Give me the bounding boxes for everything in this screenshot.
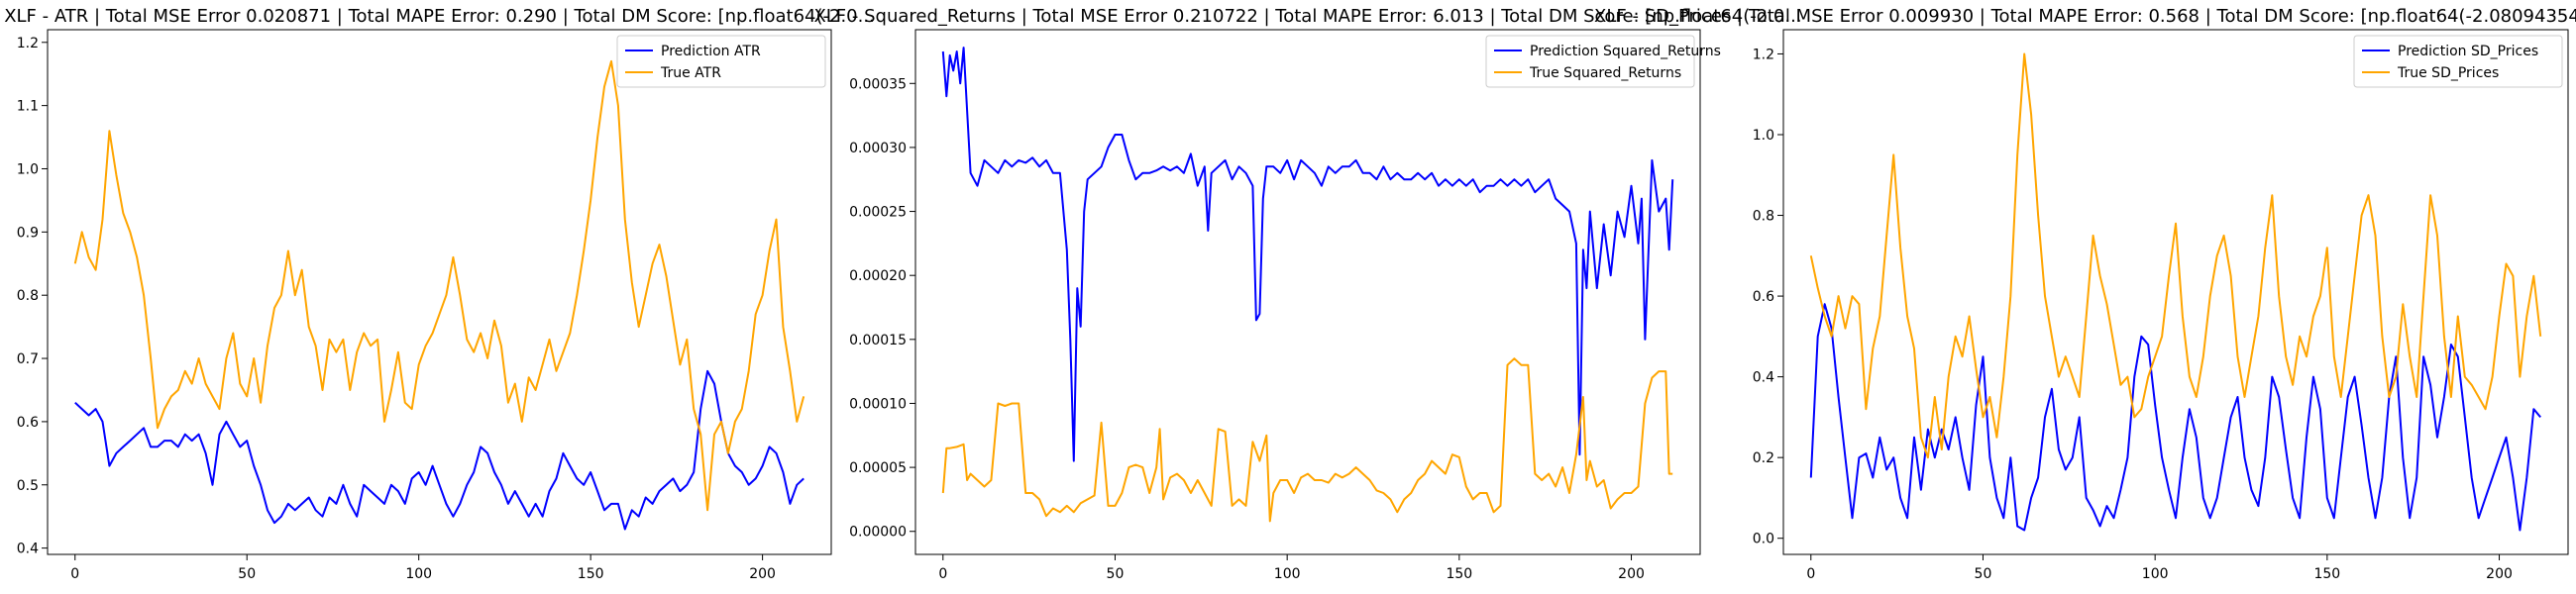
y-tick-label: 0.0 xyxy=(1753,532,1774,547)
axes-frame xyxy=(914,29,1701,555)
legend: Prediction SD_Prices True SD_Prices xyxy=(2353,35,2563,88)
y-tick-label: 1.0 xyxy=(1753,128,1774,144)
legend-label: True ATR xyxy=(660,65,721,81)
y-tick-label: 0.00030 xyxy=(849,141,907,156)
y-tick-label: 0.6 xyxy=(17,415,39,431)
legend-label: True SD_Prices xyxy=(2397,65,2499,81)
y-tick-label: 0.8 xyxy=(1753,209,1774,225)
x-tick-label: 200 xyxy=(2486,566,2513,582)
series-line-true xyxy=(1809,52,2542,459)
legend-box xyxy=(616,35,826,88)
x-tick-label: 150 xyxy=(1446,566,1472,582)
y-tick-label: 1.1 xyxy=(17,99,39,115)
legend-box xyxy=(1485,35,1695,88)
y-tick-label: 0.00000 xyxy=(849,525,907,541)
series-line-prediction xyxy=(74,369,805,531)
chart-title: XLF - ATR | Total MSE Error 0.020871 | T… xyxy=(4,6,875,27)
y-tick-label: 0.5 xyxy=(17,478,39,494)
y-tick-label: 0.00035 xyxy=(849,76,907,92)
y-tick-label: 0.4 xyxy=(1753,370,1774,386)
axes-frame xyxy=(1782,29,2569,555)
x-tick-label: 200 xyxy=(1618,566,1645,582)
legend-box xyxy=(2353,35,2563,88)
legend-label: Prediction Squared_Returns xyxy=(1530,44,1721,59)
x-tick-label: 50 xyxy=(1975,566,1992,582)
legend-label: Prediction ATR xyxy=(661,44,761,59)
x-tick-label: 0 xyxy=(70,566,79,582)
y-tick-label: 1.2 xyxy=(1753,47,1774,62)
y-tick-label: 0.00005 xyxy=(849,460,907,476)
x-tick-label: 0 xyxy=(938,566,947,582)
x-tick-label: 100 xyxy=(1274,566,1301,582)
y-tick-label: 0.6 xyxy=(1753,289,1774,305)
axes-frame xyxy=(47,29,832,555)
legend-label: True Squared_Returns xyxy=(1529,65,1681,81)
legend-label: Prediction SD_Prices xyxy=(2398,44,2538,59)
series-line-prediction xyxy=(941,47,1674,462)
y-tick-label: 0.8 xyxy=(17,288,39,304)
x-tick-label: 0 xyxy=(1806,566,1815,582)
y-tick-label: 0.00020 xyxy=(849,268,907,284)
x-tick-label: 50 xyxy=(238,566,256,582)
x-tick-label: 100 xyxy=(2142,566,2169,582)
x-tick-label: 150 xyxy=(2313,566,2340,582)
x-tick-label: 100 xyxy=(405,566,432,582)
series-line-true xyxy=(73,59,805,512)
legend: Prediction Squared_Returns True Squared_R… xyxy=(1485,35,1721,88)
y-tick-label: 0.9 xyxy=(17,225,39,241)
chart-panel-1: 0 50 100 150 200 0.4 0.5 0.6 0.7 0.8 0.9 1.0 1.1 1.2 X… xyxy=(4,6,875,582)
y-tick-label: 0.4 xyxy=(17,542,39,557)
chart-title: XLF - SD_Prices | Total MSE Error 0.0099… xyxy=(1594,6,2576,27)
y-tick-label: 0.00015 xyxy=(849,333,907,348)
x-tick-label: 200 xyxy=(749,566,776,582)
y-tick-label: 0.2 xyxy=(1753,450,1774,466)
x-tick-label: 50 xyxy=(1107,566,1125,582)
y-tick-label: 0.00010 xyxy=(849,396,907,412)
y-tick-label: 1.0 xyxy=(17,161,39,177)
y-tick-label: 0.7 xyxy=(17,351,39,367)
series-line-true xyxy=(941,357,1673,523)
y-tick-label: 0.00025 xyxy=(849,205,907,221)
y-tick-label: 1.2 xyxy=(17,36,39,51)
x-tick-label: 150 xyxy=(578,566,604,582)
series-line-prediction xyxy=(1809,303,2541,532)
chart-panel-3: 0 50 100 150 200 0.0 0.2 0.4 0.6 0.8 1.0 1.2 XLF - S… xyxy=(1594,6,2576,582)
chart-title: XLF - Squared_Returns | Total MSE Error … xyxy=(813,6,1801,27)
legend: Prediction ATR True ATR xyxy=(616,35,826,88)
chart-panel-2: 0 50 100 150 200 0.00000 0.00005 0.00010 0.00015… xyxy=(813,6,1801,582)
